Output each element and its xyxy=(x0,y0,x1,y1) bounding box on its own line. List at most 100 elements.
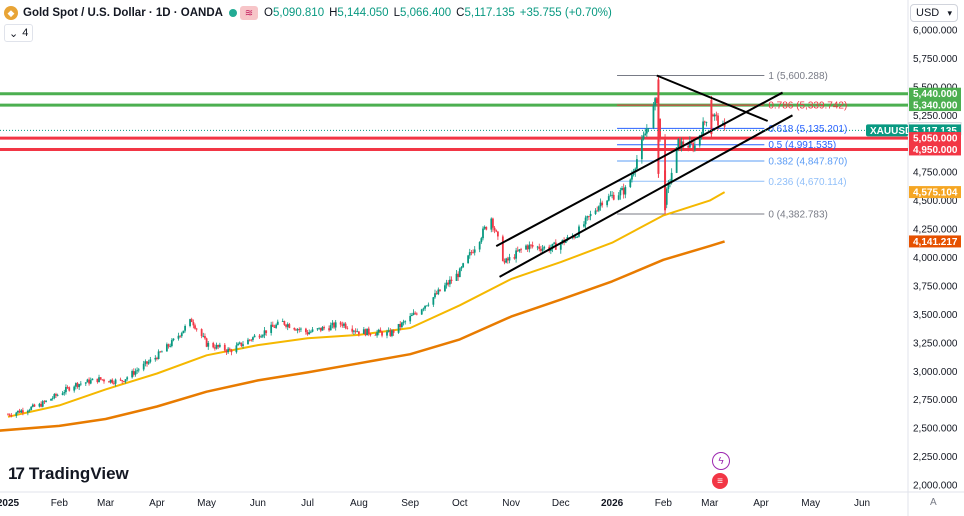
candle-body xyxy=(642,135,645,140)
candle-body xyxy=(339,322,342,325)
candle-body xyxy=(288,324,291,328)
candle-body xyxy=(578,226,580,237)
candle-body xyxy=(445,282,448,286)
candle-body xyxy=(132,371,135,375)
candle-body xyxy=(316,328,319,330)
candle-body xyxy=(584,217,587,225)
y-tick-label: 5,250.000 xyxy=(913,111,958,122)
ohlc-low-key: L xyxy=(393,7,400,19)
candle-body xyxy=(240,342,243,346)
candle-body xyxy=(632,172,635,175)
candle-body xyxy=(404,321,407,323)
indicators-toggle[interactable]: ⌄ 4 xyxy=(4,24,34,42)
x-tick-label: Mar xyxy=(701,498,719,509)
candle-body xyxy=(283,321,286,325)
lightning-event-icon[interactable]: ϟ xyxy=(712,452,730,470)
candle-body xyxy=(343,323,345,326)
candle-body xyxy=(422,308,425,310)
candle-body xyxy=(225,350,228,353)
candle-body xyxy=(261,335,264,337)
candle-body xyxy=(622,187,625,195)
candle-body xyxy=(344,323,347,328)
candle-body xyxy=(99,377,102,380)
x-tick-label: Nov xyxy=(502,498,520,509)
candle-body xyxy=(631,174,633,180)
indicators-chip-icon[interactable]: ≋ xyxy=(239,6,258,20)
candle-body xyxy=(265,330,268,333)
candle-body xyxy=(217,344,220,347)
candle-body xyxy=(508,257,511,261)
candle-body xyxy=(213,347,216,349)
candle-body xyxy=(538,246,541,250)
candle-body xyxy=(480,238,483,243)
price-label-bg xyxy=(909,235,961,248)
candle-body xyxy=(190,319,193,323)
x-tick-label: May xyxy=(801,498,820,509)
candle-body xyxy=(88,379,90,384)
candle-body xyxy=(298,329,301,330)
candle-body xyxy=(717,115,719,126)
candle-body xyxy=(506,258,509,261)
candle-body xyxy=(483,226,486,229)
candle-body xyxy=(101,379,104,381)
candle-body xyxy=(654,98,657,106)
candle-body xyxy=(354,330,357,332)
candle-body xyxy=(501,236,504,262)
candle-body xyxy=(273,326,276,328)
x-tick-label: Jun xyxy=(250,498,266,509)
candle-body xyxy=(391,330,393,336)
candle-body xyxy=(692,143,695,150)
price-label-bg xyxy=(909,99,961,112)
candle-body xyxy=(447,282,450,285)
ma-orange-line xyxy=(0,240,725,432)
x-tick-label: Jul xyxy=(301,498,314,509)
candle-body xyxy=(238,342,241,344)
candle-body xyxy=(79,383,82,385)
y-tick-label: 3,750.000 xyxy=(913,281,958,292)
candle-body xyxy=(652,105,655,129)
candle-body xyxy=(205,338,208,347)
candle-body xyxy=(218,344,221,347)
candle-body xyxy=(657,79,660,174)
candle-body xyxy=(670,172,673,182)
candle-body xyxy=(8,414,11,416)
candle-body xyxy=(493,227,496,231)
candle-body xyxy=(242,344,244,346)
candle-body xyxy=(263,330,266,336)
candle-body xyxy=(172,338,175,341)
candle-body xyxy=(376,332,378,336)
candle-body xyxy=(318,327,321,329)
candle-body xyxy=(425,305,428,307)
candle-body xyxy=(470,252,473,254)
candle-body xyxy=(21,410,24,413)
us-flag-event-icon[interactable]: ≡ xyxy=(712,473,728,489)
candle-body xyxy=(98,377,100,383)
candle-body xyxy=(715,114,718,116)
currency-select[interactable]: USD ▾ xyxy=(910,4,958,22)
candle-body xyxy=(513,257,516,259)
y-tick-label: 6,000.000 xyxy=(913,26,958,37)
candle-body xyxy=(594,210,597,214)
price-label: 4,141.217 xyxy=(913,237,958,248)
candle-body xyxy=(353,330,355,332)
symbol-title[interactable]: Gold Spot / U.S. Dollar · 1D · OANDA xyxy=(23,7,223,19)
auto-scale-button[interactable]: A xyxy=(930,497,937,508)
candle-body xyxy=(131,371,134,378)
candle-body xyxy=(389,330,392,336)
candle-body xyxy=(43,401,46,403)
candle-body xyxy=(142,363,145,370)
symbol-tag-bg xyxy=(866,124,908,137)
candle-body xyxy=(688,141,691,148)
x-tick-label: Apr xyxy=(753,498,769,509)
candle-body xyxy=(434,293,436,298)
candle-body xyxy=(629,179,632,187)
candle-body xyxy=(450,279,453,281)
candle-body xyxy=(574,236,577,238)
candle-body xyxy=(460,267,463,269)
fib-level-label: 0.618 (5,135.201) xyxy=(768,124,847,135)
trendline xyxy=(656,74,769,122)
fib-level-label: 1 (5,600.288) xyxy=(768,71,828,82)
candle-body xyxy=(346,327,349,329)
candle-body xyxy=(402,321,405,323)
